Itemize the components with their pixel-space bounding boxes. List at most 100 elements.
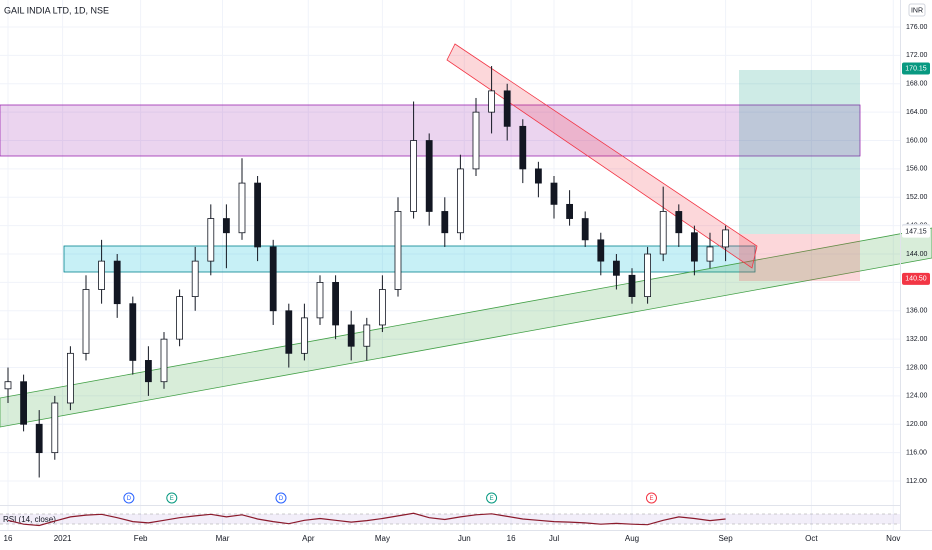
candle-body bbox=[675, 211, 683, 234]
candle-body bbox=[254, 182, 261, 248]
candle-body bbox=[176, 296, 183, 340]
x-tick-label: Feb bbox=[134, 534, 148, 543]
candle-body bbox=[222, 218, 230, 234]
long-target-zone bbox=[739, 70, 860, 234]
x-tick-label: Jun bbox=[458, 534, 471, 543]
y-tick-label: 152.00 bbox=[906, 194, 928, 201]
y-tick-label: 144.00 bbox=[906, 251, 928, 258]
currency-box bbox=[908, 3, 926, 17]
event-marker bbox=[123, 492, 135, 504]
event-label: D bbox=[127, 496, 132, 502]
candle-body bbox=[4, 381, 12, 390]
candle-body bbox=[425, 140, 433, 212]
candle-body bbox=[20, 381, 27, 425]
y-tick-label: 176.00 bbox=[906, 24, 928, 31]
candle-body bbox=[394, 211, 402, 290]
event-marker bbox=[645, 492, 657, 504]
candle-body bbox=[160, 338, 168, 383]
x-tick-label: Sep bbox=[718, 534, 733, 543]
chart-title: GAIL INDIA LTD, 1D, NSE bbox=[4, 5, 109, 15]
price-label-box bbox=[902, 62, 930, 75]
y-tick-label: 124.00 bbox=[906, 393, 928, 400]
x-tick-label: Apr bbox=[302, 534, 315, 543]
candle-body bbox=[347, 324, 355, 347]
candle-body bbox=[378, 289, 386, 326]
x-tick-label: Mar bbox=[216, 534, 230, 543]
candle-body bbox=[51, 402, 59, 454]
x-tick-label: 16 bbox=[4, 534, 13, 543]
candle-body bbox=[82, 289, 90, 354]
candle-body bbox=[581, 218, 589, 241]
event-label: E bbox=[170, 496, 174, 502]
candle-body bbox=[472, 111, 480, 170]
event-label: D bbox=[279, 496, 284, 502]
event-label: E bbox=[490, 496, 494, 502]
candle-body bbox=[690, 232, 698, 262]
candle-body bbox=[628, 274, 636, 297]
candle-body bbox=[550, 182, 558, 205]
candle-body bbox=[144, 360, 152, 383]
rising-channel bbox=[0, 227, 932, 428]
y-tick-label: 160.00 bbox=[906, 137, 928, 144]
rsi-line bbox=[7, 512, 726, 527]
candle-body bbox=[98, 260, 105, 290]
price-label: 140.50 bbox=[905, 276, 927, 283]
y-tick-label: 116.00 bbox=[906, 449, 927, 456]
y-tick-label: 168.00 bbox=[906, 81, 928, 88]
event-marker bbox=[166, 492, 178, 504]
y-tick-label: 112.00 bbox=[906, 478, 927, 485]
candle-body bbox=[300, 317, 308, 354]
candle-body bbox=[566, 203, 573, 219]
candle-body bbox=[35, 423, 43, 454]
y-tick-label: 128.00 bbox=[906, 364, 928, 371]
candle-body bbox=[113, 260, 121, 305]
candle-body bbox=[644, 253, 651, 297]
y-tick-label: 132.00 bbox=[906, 336, 928, 343]
candle-body bbox=[612, 260, 620, 276]
candle-body bbox=[285, 310, 293, 354]
support-zone bbox=[63, 245, 756, 273]
long-stop-zone bbox=[739, 234, 860, 281]
event-label: E bbox=[649, 496, 653, 502]
candle-body bbox=[129, 303, 137, 361]
candle-body bbox=[659, 211, 667, 255]
candle-body bbox=[722, 229, 729, 248]
x-tick-label: Oct bbox=[805, 534, 818, 543]
price-label-box bbox=[902, 272, 930, 285]
candle-body bbox=[488, 90, 495, 113]
x-tick-label: Jul bbox=[549, 534, 559, 543]
candle-body bbox=[191, 260, 199, 297]
candle-body bbox=[441, 211, 449, 234]
y-tick-label: 156.00 bbox=[906, 166, 928, 173]
candle-body bbox=[456, 168, 464, 234]
candle-body bbox=[534, 168, 542, 184]
y-tick-label: 136.00 bbox=[906, 308, 928, 315]
candle-body bbox=[66, 352, 74, 404]
x-tick-label: Nov bbox=[886, 534, 900, 543]
y-tick-label: 164.00 bbox=[906, 109, 928, 116]
candle-body bbox=[207, 218, 215, 262]
price-label: 170.15 bbox=[905, 65, 927, 72]
candle-body bbox=[316, 281, 324, 319]
candle-body bbox=[706, 246, 714, 262]
candle-body bbox=[269, 246, 277, 312]
x-tick-label: Aug bbox=[625, 534, 639, 543]
candle-body bbox=[363, 324, 371, 347]
rsi-label: RSI (14, close) bbox=[3, 515, 56, 524]
candle-body bbox=[332, 281, 339, 326]
currency: INR bbox=[911, 7, 923, 14]
x-tick-label: 16 bbox=[507, 534, 516, 543]
candle-body bbox=[238, 182, 246, 234]
price-label: 147.15 bbox=[905, 229, 927, 236]
y-tick-label: 172.00 bbox=[906, 52, 928, 59]
y-tick-label: 120.00 bbox=[906, 421, 928, 428]
event-marker bbox=[275, 492, 287, 504]
candle-body bbox=[410, 140, 417, 212]
event-marker bbox=[486, 492, 498, 504]
candle-body bbox=[503, 90, 511, 127]
candle-body bbox=[597, 239, 605, 262]
price-label-box bbox=[902, 225, 930, 238]
candle-body bbox=[519, 125, 527, 170]
